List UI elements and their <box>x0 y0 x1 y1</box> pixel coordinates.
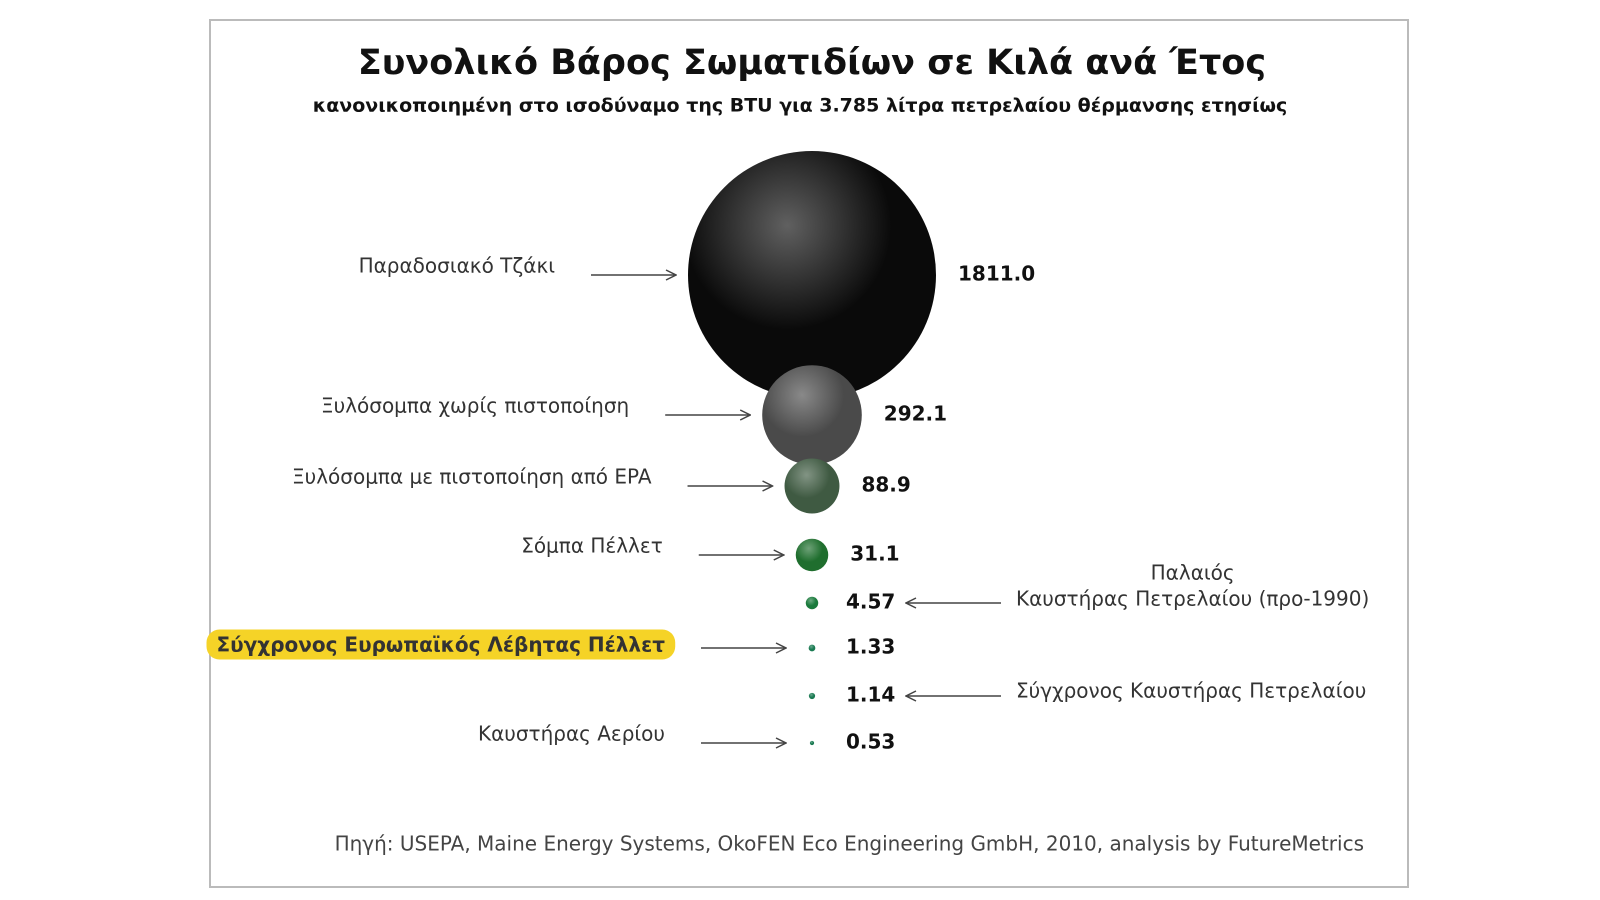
category-label: Ξυλόσομπα χωρίς πιστοποίηση <box>321 394 629 418</box>
bubble <box>809 740 815 746</box>
category-label: Σύγχρονος Καυστήρας Πετρελαίου <box>1016 679 1366 703</box>
category-label: Σύγχρονος Ευρωπαϊκός Λέβητας Πέλλετ <box>217 633 666 657</box>
value-label: 1811.0 <box>958 262 1035 286</box>
bubble <box>808 644 816 652</box>
value-label: 31.1 <box>850 542 899 566</box>
bubble <box>808 692 816 700</box>
value-label: 1.14 <box>846 683 895 707</box>
category-label: Παραδοσιακό Τζάκι <box>359 254 556 278</box>
bubble <box>805 596 819 610</box>
value-label: 1.33 <box>846 635 895 659</box>
value-label: 4.57 <box>846 590 895 614</box>
bubble <box>688 151 936 399</box>
category-label: Ξυλόσομπα με πιστοποίηση από EPA <box>292 465 652 489</box>
chart-title: Συνολικό Βάρος Σωματιδίων σε Κιλά ανά Έτ… <box>358 43 1266 83</box>
bubble <box>762 365 862 465</box>
bubble <box>795 538 829 572</box>
category-label: Παλαιός <box>1151 561 1235 585</box>
value-label: 88.9 <box>861 473 910 497</box>
category-label: Καυστήρας Πετρελαίου (προ-1990) <box>1016 587 1369 611</box>
value-label: 292.1 <box>884 402 947 426</box>
highlight <box>206 629 676 660</box>
chart-subtitle: κανονικοποιημένη στο ισοδύναμο της BTU γ… <box>313 95 1288 117</box>
category-label: Σόμπα Πέλλετ <box>521 534 663 558</box>
value-label: 0.53 <box>846 730 895 754</box>
category-label: Καυστήρας Αερίου <box>478 722 665 746</box>
source-note: Πηγή: USEPA, Maine Energy Systems, OkoFE… <box>335 832 1364 856</box>
bubble <box>784 458 840 514</box>
